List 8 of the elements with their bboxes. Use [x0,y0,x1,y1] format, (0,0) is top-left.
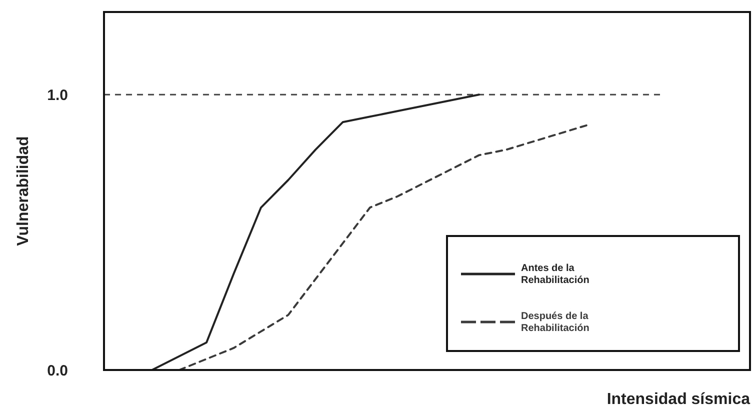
line-series [178,124,589,371]
text: Después de la Rehabilitación [521,311,590,334]
y-tick-label: 0.0 [47,362,68,380]
line-series [151,94,480,371]
x-axis-title: Intensidad sísmica [606,391,750,408]
y-tick-label: 1.0 [47,86,68,104]
y-axis-title: Vulnerabilidad [15,136,32,246]
text: Antes de la Rehabilitación [521,263,590,286]
